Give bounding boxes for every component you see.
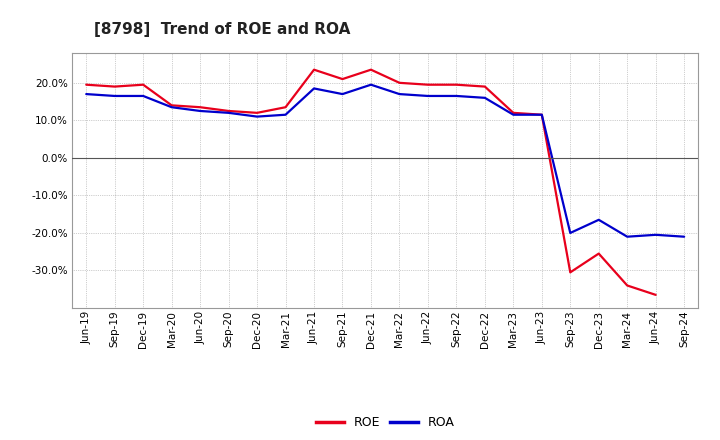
Text: [8798]  Trend of ROE and ROA: [8798] Trend of ROE and ROA <box>94 22 350 37</box>
Legend: ROE, ROA: ROE, ROA <box>311 411 459 434</box>
